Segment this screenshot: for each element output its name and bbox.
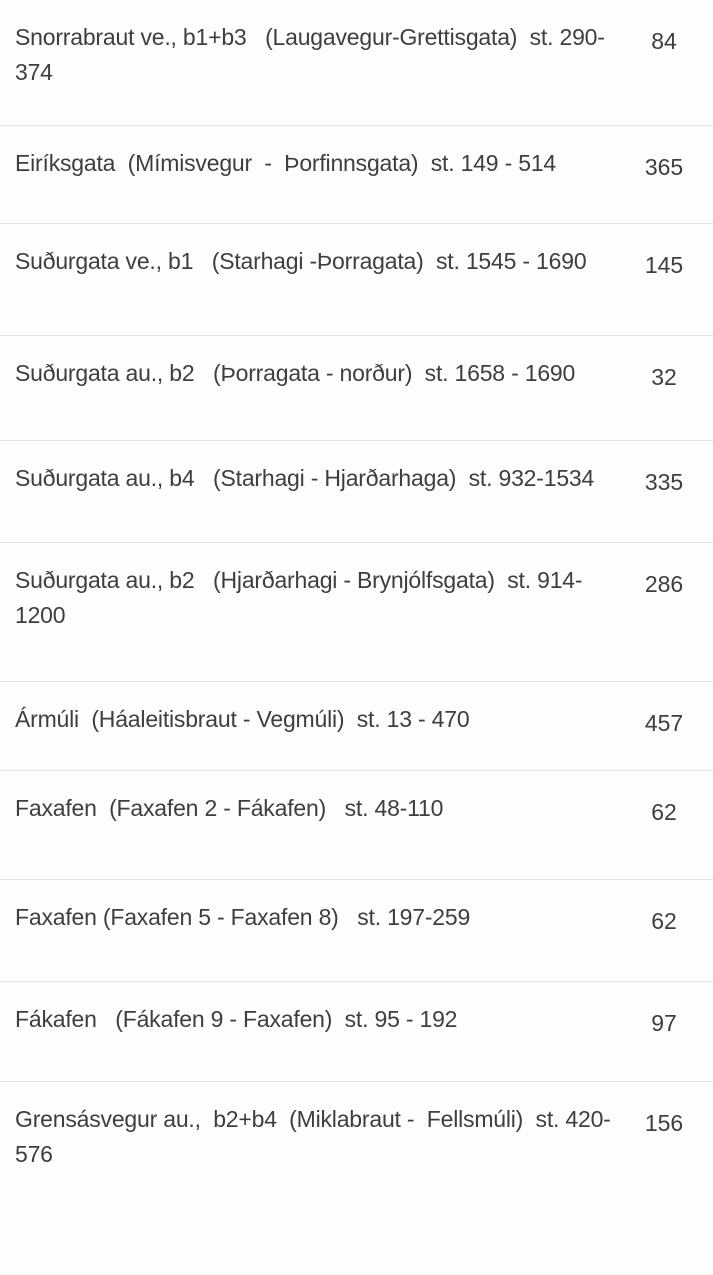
table-row: Faxafen (Faxafen 5 - Faxafen 8) st. 197-… bbox=[0, 880, 713, 982]
street-section-label: Suðurgata au., b4 (Starhagi - Hjarðarhag… bbox=[15, 465, 595, 491]
street-section-label: Eiríksgata (Mímisvegur - Þorfinnsgata) s… bbox=[15, 150, 557, 176]
table-row: Suðurgata ve., b1 (Starhagi -Þorragata) … bbox=[0, 224, 713, 336]
count-value: 62 bbox=[651, 908, 677, 934]
street-section-label: Suðurgata au., b2 (Hjarðarhagi - Brynjól… bbox=[15, 567, 583, 628]
table-row: Snorrabraut ve., b1+b3 (Laugavegur-Grett… bbox=[0, 0, 713, 126]
table-row: Suðurgata au., b4 (Starhagi - Hjarðarhag… bbox=[0, 441, 713, 543]
count-value: 457 bbox=[644, 710, 684, 736]
table-row: Suðurgata au., b2 (Hjarðarhagi - Brynjól… bbox=[0, 543, 713, 682]
street-section-label: Suðurgata au., b2 (Þorragata - norður) s… bbox=[15, 360, 576, 386]
street-section-label: Faxafen (Faxafen 2 - Fákafen) st. 48-110 bbox=[15, 795, 444, 821]
count-value: 335 bbox=[644, 469, 684, 495]
street-sections-table: Snorrabraut ve., b1+b3 (Laugavegur-Grett… bbox=[0, 0, 713, 1207]
table-row: Fákafen (Fákafen 9 - Faxafen) st. 95 - 1… bbox=[0, 982, 713, 1082]
count-value: 84 bbox=[651, 28, 677, 54]
count-value: 365 bbox=[644, 154, 684, 180]
table-row: Eiríksgata (Mímisvegur - Þorfinnsgata) s… bbox=[0, 126, 713, 224]
street-section-label: Grensásvegur au., b2+b4 (Miklabraut - Fe… bbox=[15, 1106, 611, 1167]
count-value: 145 bbox=[644, 252, 684, 278]
table-row: Faxafen (Faxafen 2 - Fákafen) st. 48-110… bbox=[0, 771, 713, 880]
street-section-label: Fákafen (Fákafen 9 - Faxafen) st. 95 - 1… bbox=[15, 1006, 458, 1032]
table-row: Ármúli (Háaleitisbraut - Vegmúli) st. 13… bbox=[0, 682, 713, 771]
street-section-label: Suðurgata ve., b1 (Starhagi -Þorragata) … bbox=[15, 248, 587, 274]
count-value: 286 bbox=[644, 571, 684, 597]
table-row: Grensásvegur au., b2+b4 (Miklabraut - Fe… bbox=[0, 1082, 713, 1207]
street-section-label: Snorrabraut ve., b1+b3 (Laugavegur-Grett… bbox=[15, 24, 605, 85]
count-value: 97 bbox=[651, 1010, 677, 1036]
street-section-label: Faxafen (Faxafen 5 - Faxafen 8) st. 197-… bbox=[15, 904, 471, 930]
street-section-label: Ármúli (Háaleitisbraut - Vegmúli) st. 13… bbox=[15, 706, 470, 732]
count-value: 156 bbox=[644, 1110, 684, 1136]
count-value: 32 bbox=[651, 364, 677, 390]
table-row: Suðurgata au., b2 (Þorragata - norður) s… bbox=[0, 336, 713, 441]
count-value: 62 bbox=[651, 799, 677, 825]
